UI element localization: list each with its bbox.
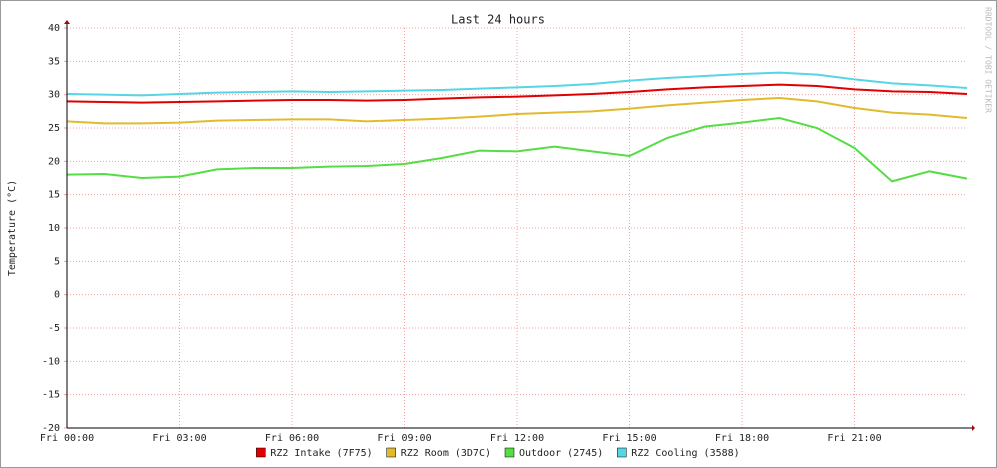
x-tick-label: Fri 09:00	[377, 433, 431, 444]
series-line	[66, 96, 968, 125]
legend-swatch	[386, 447, 396, 458]
legend-item: RZ2 Cooling (3588)	[617, 447, 740, 459]
y-tick-label: -15	[42, 390, 60, 401]
x-tick-label: Fri 06:00	[265, 433, 319, 444]
series-line	[66, 116, 968, 183]
y-tick-label: 5	[54, 256, 60, 267]
legend-swatch	[504, 447, 515, 458]
x-tick-label: Fri 12:00	[490, 433, 544, 444]
y-tick-label: 35	[48, 56, 60, 67]
y-tick-label: -10	[42, 356, 60, 367]
legend-label: Outdoor (2745)	[519, 448, 603, 459]
y-tick-label: 10	[48, 223, 60, 234]
x-tick-label: Fri 15:00	[602, 433, 656, 444]
x-tick-label: Fri 03:00	[152, 433, 206, 444]
legend: RZ2 Intake (7F75) RZ2 Room (3D7C) Outdoor …	[256, 447, 740, 459]
legend-item: RZ2 Room (3D7C)	[386, 447, 491, 459]
chart-title: Last 24 hours	[451, 13, 545, 27]
x-arrow	[972, 425, 975, 431]
y-tick-label: 25	[48, 123, 60, 134]
x-tick-label: Fri 18:00	[715, 433, 769, 444]
series-line	[66, 71, 968, 97]
legend-label: RZ2 Intake (7F75)	[270, 448, 372, 459]
y-axis-label: Temperature (°C)	[7, 180, 18, 276]
y-tick-label: -20	[42, 423, 60, 434]
y-tick-label: 15	[48, 190, 60, 201]
x-tick-label: Fri 00:00	[40, 433, 94, 444]
legend-swatch	[256, 447, 266, 458]
x-tick-label: Fri 21:00	[827, 433, 881, 444]
grid	[64, 27, 967, 429]
y-arrow	[64, 20, 70, 24]
legend-item: RZ2 Intake (7F75)	[256, 447, 373, 459]
legend-label: RZ2 Room (3D7C)	[401, 448, 491, 459]
y-tick-label: 40	[48, 23, 60, 34]
y-tick-label: 20	[48, 156, 60, 167]
watermark: RRDTOOL / TOBI OETIKER	[984, 7, 993, 113]
legend-swatch	[617, 447, 627, 458]
lines	[66, 71, 968, 183]
legend-label: RZ2 Cooling (3588)	[631, 448, 739, 459]
y-tick-label: 0	[54, 290, 60, 301]
y-tick-label: 30	[48, 90, 60, 101]
y-tick-label: -5	[48, 323, 60, 334]
series-line	[66, 83, 968, 104]
legend-item: Outdoor (2745)	[504, 447, 603, 459]
